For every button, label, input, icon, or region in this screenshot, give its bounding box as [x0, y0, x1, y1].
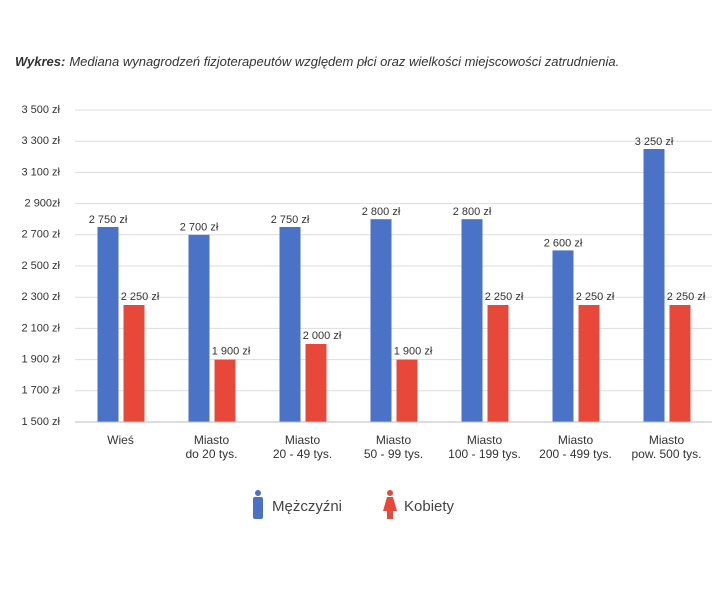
legend-label: Kobiety [404, 498, 455, 515]
bar [188, 234, 210, 422]
bar [214, 359, 236, 422]
x-tick-label: 200 - 499 tys. [539, 447, 612, 461]
bar [396, 359, 418, 422]
bar [487, 305, 509, 422]
x-tick-label: 20 - 49 tys. [273, 447, 332, 461]
x-tick-label: Miasto [467, 433, 503, 447]
y-tick-label: 1 700 zł [21, 385, 60, 397]
x-tick-label: Miasto [376, 433, 412, 447]
value-label: 1 900 zł [394, 346, 433, 358]
value-label: 2 750 zł [271, 214, 310, 226]
x-tick-label: Wieś [107, 433, 134, 447]
bar [552, 250, 574, 422]
bar [669, 305, 691, 422]
value-label: 2 250 zł [121, 291, 160, 303]
value-label: 2 700 zł [180, 222, 219, 234]
value-label: 2 800 zł [453, 206, 492, 218]
x-tick-label: do 20 tys. [185, 447, 237, 461]
value-label: 2 800 zł [362, 206, 401, 218]
bar [370, 219, 392, 422]
value-label: 2 250 zł [485, 291, 524, 303]
x-tick-label: Miasto [194, 433, 230, 447]
x-tick-label: 50 - 99 tys. [364, 447, 423, 461]
y-tick-label: 1 900 zł [21, 354, 60, 366]
legend-item: Mężczyźni [253, 490, 342, 519]
y-tick-label: 3 500 zł [21, 104, 60, 116]
x-tick-label: Miasto [558, 433, 594, 447]
x-tick-label: pow. 500 tys. [631, 447, 701, 461]
bar [279, 227, 301, 422]
value-label: 2 250 zł [576, 291, 615, 303]
legend-icon [255, 490, 261, 496]
value-label: 2 750 zł [89, 214, 128, 226]
y-tick-label: 2 100 zł [21, 322, 60, 334]
legend-icon [383, 497, 397, 519]
bar [305, 344, 327, 422]
bar [123, 305, 145, 422]
legend-item: Kobiety [383, 490, 455, 519]
title-text: Mediana wynagrodzeń fizjoterapeutów wzgl… [69, 54, 619, 69]
value-label: 2 000 zł [303, 330, 342, 342]
bar [643, 149, 665, 422]
bar [578, 305, 600, 422]
value-label: 2 600 zł [544, 237, 583, 249]
legend-icon [253, 497, 263, 519]
legend-label: Mężczyźni [272, 498, 342, 515]
y-tick-label: 1 500 zł [21, 416, 60, 428]
y-tick-label: 2 900zł [25, 198, 61, 210]
chart-title: Wykres: Mediana wynagrodzeń fizjoterapeut… [15, 54, 619, 69]
value-label: 2 250 zł [667, 291, 706, 303]
title-label: Wykres: [15, 54, 65, 69]
x-tick-label: 100 - 199 tys. [448, 447, 521, 461]
y-tick-label: 3 300 zł [21, 135, 60, 147]
value-label: 3 250 zł [635, 136, 674, 148]
bar [461, 219, 483, 422]
x-tick-label: Miasto [285, 433, 321, 447]
x-tick-label: Miasto [649, 433, 685, 447]
y-tick-label: 3 100 zł [21, 166, 60, 178]
legend-icon [387, 490, 393, 496]
bar [97, 227, 119, 422]
value-label: 1 900 zł [212, 346, 251, 358]
y-tick-label: 2 300 zł [21, 291, 60, 303]
y-tick-label: 2 500 zł [21, 260, 60, 272]
y-tick-label: 2 700 zł [21, 229, 60, 241]
